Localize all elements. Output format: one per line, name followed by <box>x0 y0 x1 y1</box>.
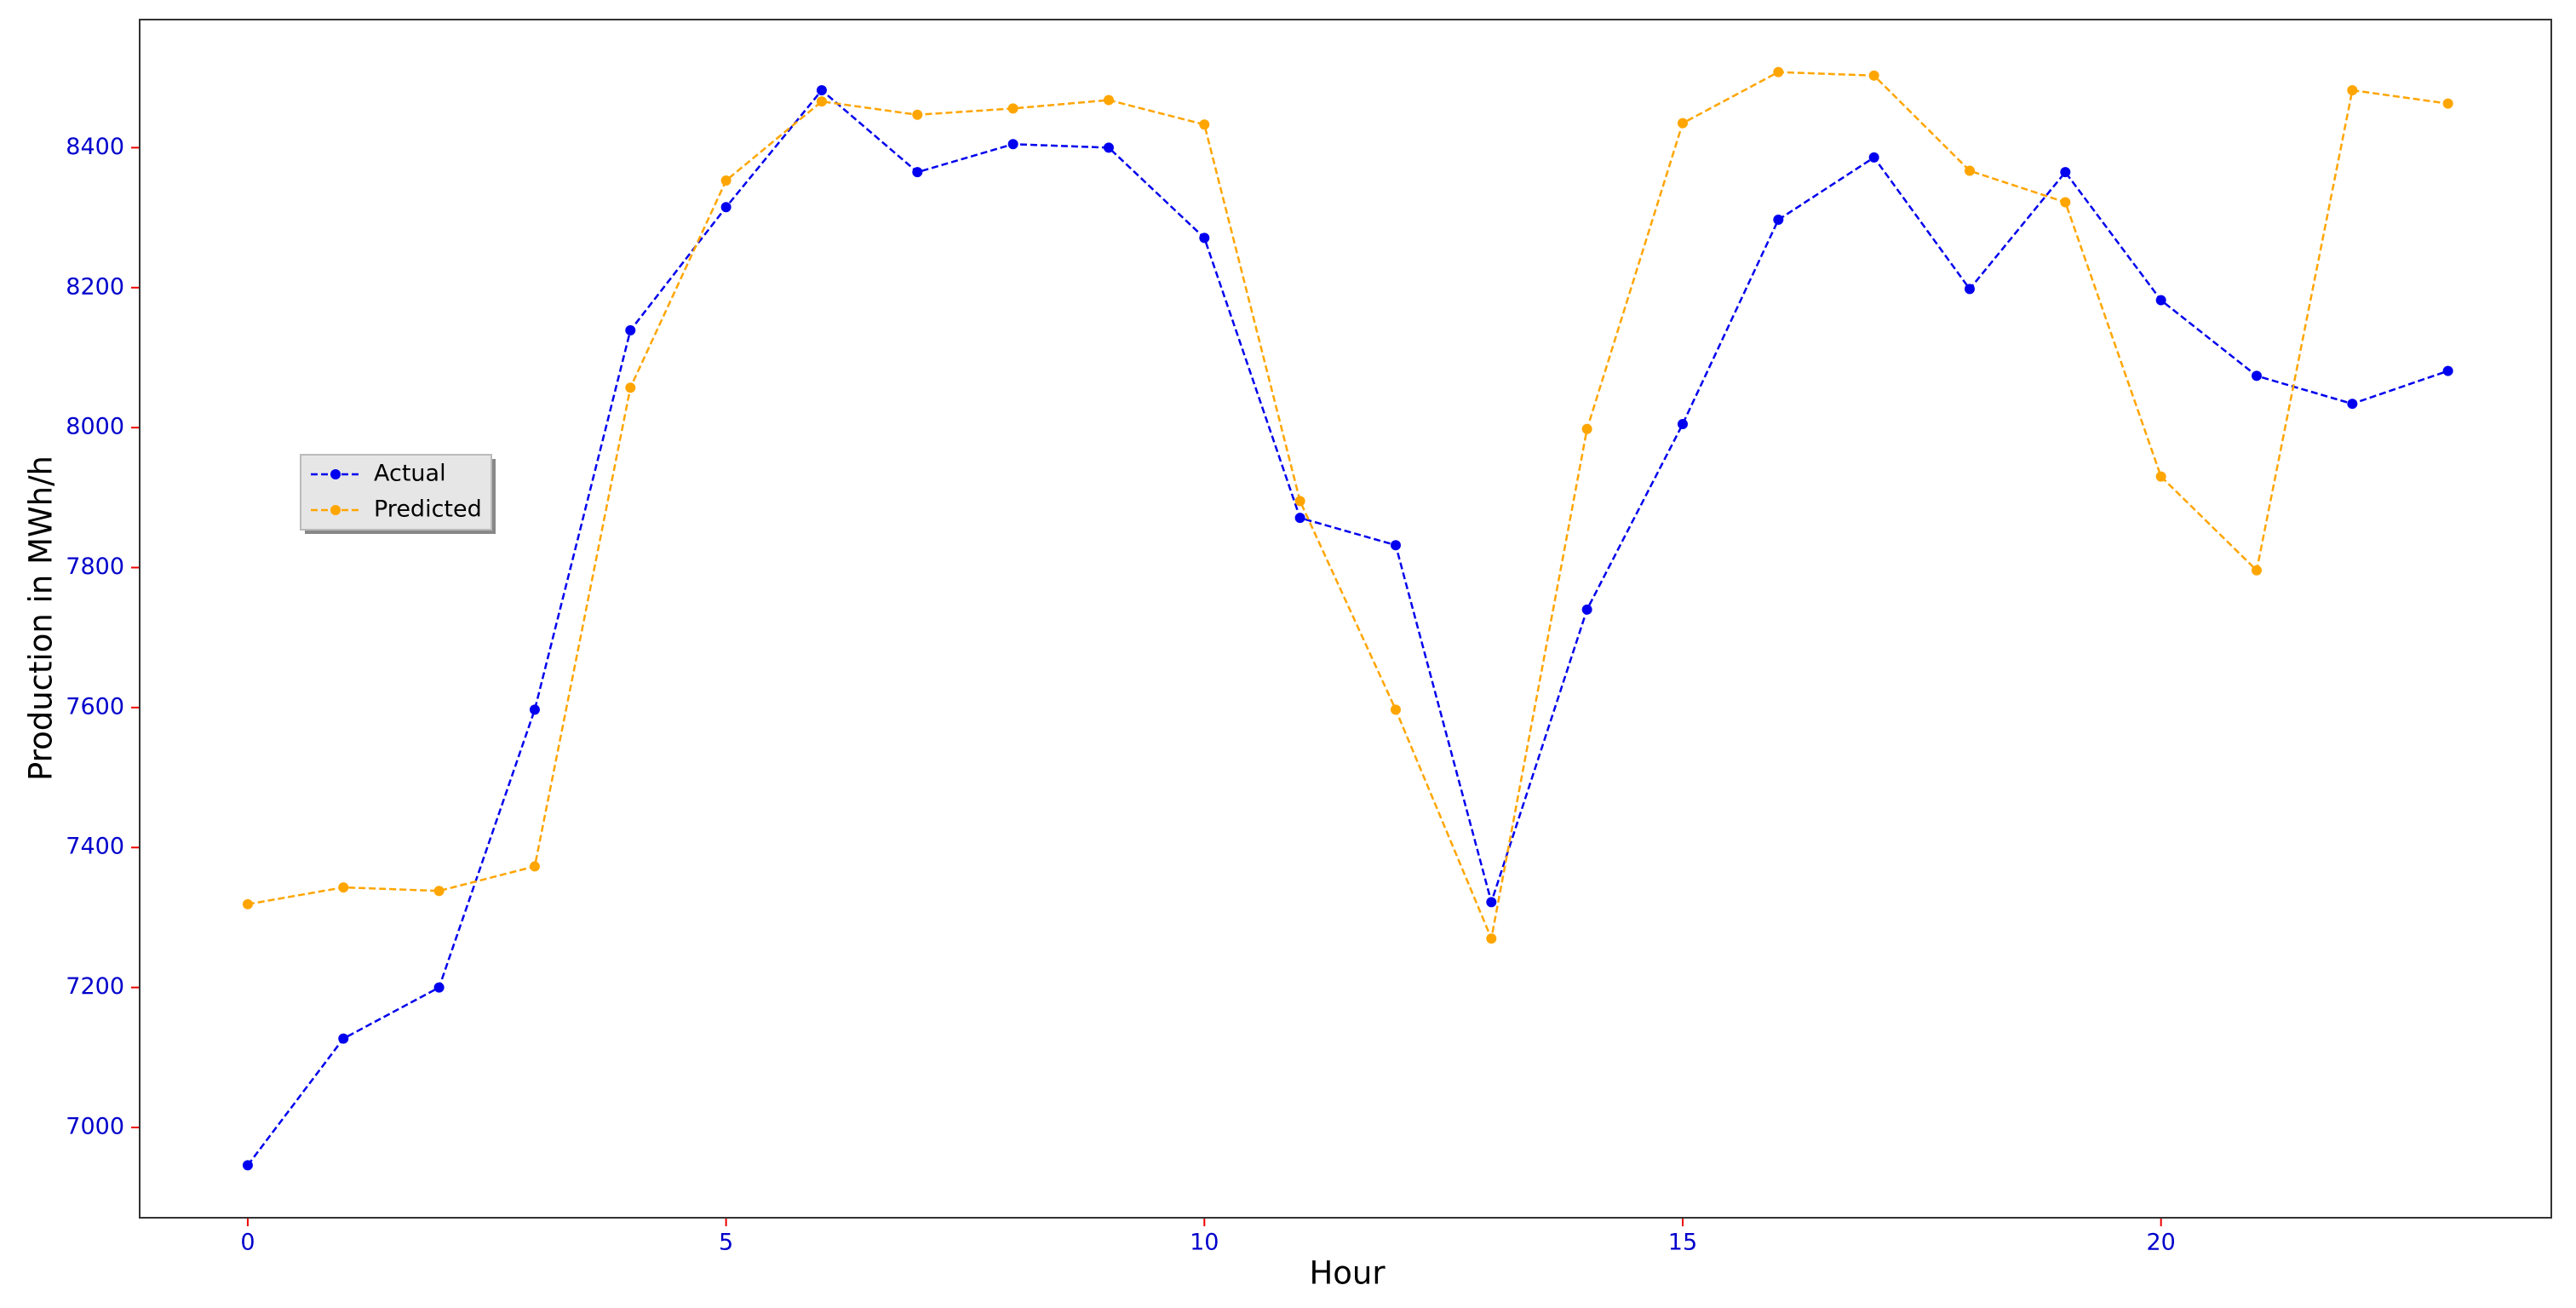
point <box>529 861 540 872</box>
y-tick-label: 7800 <box>66 554 124 580</box>
point <box>433 982 445 993</box>
point <box>816 96 827 107</box>
series-line <box>246 89 2449 1167</box>
y-tick-label: 8400 <box>66 134 124 160</box>
point <box>720 175 731 186</box>
plot-frame <box>139 19 2552 1219</box>
x-tick-label: 15 <box>1668 1230 1697 1256</box>
y-tick-label: 8000 <box>66 414 124 440</box>
point <box>242 1160 253 1171</box>
point <box>1581 423 1592 434</box>
point <box>2252 565 2263 576</box>
point <box>242 898 253 909</box>
point <box>2252 370 2263 382</box>
y-tick-label: 7600 <box>66 693 124 720</box>
point <box>816 85 827 96</box>
y-tick-label: 7200 <box>66 973 124 1000</box>
point <box>2442 98 2453 109</box>
point <box>2060 197 2071 208</box>
point <box>1103 95 1114 106</box>
point <box>1677 419 1688 430</box>
point <box>2347 399 2358 410</box>
point <box>1964 284 1975 295</box>
point <box>1294 496 1305 507</box>
y-tick-label: 8200 <box>66 273 124 300</box>
x-tick-label: 0 <box>240 1230 255 1256</box>
point <box>912 109 923 120</box>
legend-label: Predicted <box>374 496 482 523</box>
x-tick-label: 10 <box>1190 1230 1219 1256</box>
point <box>1773 215 1784 226</box>
point <box>1868 152 1879 163</box>
point <box>912 167 923 178</box>
legend-label: Actual <box>374 461 446 487</box>
point <box>1486 897 1497 908</box>
point <box>1677 118 1688 129</box>
point <box>625 382 636 393</box>
point <box>1007 139 1018 150</box>
legend-box <box>300 454 492 531</box>
point <box>1294 513 1305 524</box>
point <box>2155 295 2166 306</box>
point <box>433 886 445 897</box>
point <box>2060 167 2071 178</box>
x-tick-label: 5 <box>719 1230 733 1256</box>
legend-marker <box>330 469 341 479</box>
point <box>2155 471 2166 482</box>
point <box>1773 66 1784 77</box>
point <box>1390 540 1401 551</box>
point <box>1964 165 1975 176</box>
legend: Actual Predicted <box>300 454 496 534</box>
point <box>338 882 349 893</box>
point <box>338 1033 349 1044</box>
point <box>1581 604 1592 615</box>
point <box>1199 232 1210 244</box>
point <box>1486 933 1497 944</box>
point <box>1103 142 1114 153</box>
y-axis-label: Production in MWh/h <box>23 456 60 781</box>
legend-marker <box>330 505 341 515</box>
series-line <box>247 71 2448 943</box>
point <box>2347 85 2358 96</box>
point <box>1199 119 1210 130</box>
point <box>720 202 731 213</box>
point <box>1868 70 1879 81</box>
y-tick-label: 7400 <box>66 834 124 860</box>
point <box>529 704 540 715</box>
y-tick-label: 7000 <box>66 1113 124 1139</box>
x-tick-label: 20 <box>2146 1230 2175 1256</box>
point <box>1390 704 1401 715</box>
point <box>625 324 636 336</box>
x-axis-label: Hour <box>1309 1255 1386 1292</box>
point <box>2442 365 2453 376</box>
point <box>1007 103 1018 114</box>
